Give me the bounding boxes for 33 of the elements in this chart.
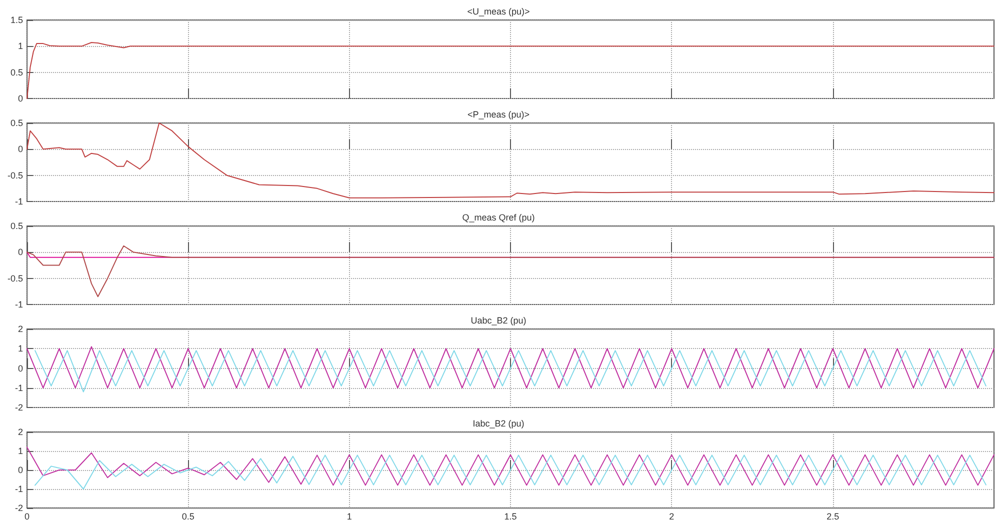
y-tick-label: 0 [18, 94, 23, 104]
y-tick-label: -1 [14, 300, 23, 310]
y-tick-label: 0 [18, 465, 23, 475]
x-tick-label: 2.5 [826, 512, 840, 522]
chart-title: Iabc_B2 (pu) [472, 418, 524, 428]
y-tick-label: 0.5 [10, 221, 23, 231]
chart-title: <P_meas (pu)> [467, 110, 530, 120]
y-tick-label: -1 [14, 196, 23, 206]
chart-title: Uabc_B2 (pu) [470, 316, 526, 326]
y-tick-label: -1 [14, 382, 23, 393]
x-tick-label: 0 [24, 512, 30, 522]
y-tick-label: 1 [18, 446, 23, 456]
y-tick-label: 2 [18, 427, 23, 437]
y-tick-label: 0.5 [10, 118, 23, 128]
y-tick-label: 0 [18, 247, 23, 258]
x-tick-label: 2 [669, 512, 674, 522]
y-tick-label: 0 [18, 363, 23, 374]
y-tick-label: -0.5 [7, 170, 23, 180]
x-tick-label: 1.5 [504, 512, 517, 522]
y-tick-label: -0.5 [7, 273, 23, 284]
y-tick-label: -2 [14, 402, 23, 412]
y-tick-label: 1 [18, 41, 23, 52]
y-tick-label: 1 [18, 344, 23, 354]
y-tick-label: -2 [14, 503, 23, 513]
y-tick-label: 2 [18, 324, 23, 334]
chart-title: Q_meas Qref (pu) [462, 212, 535, 222]
x-tick-label: 1 [346, 512, 352, 522]
y-tick-label: -1 [14, 484, 23, 494]
chart-title: <U_meas (pu)> [467, 6, 530, 16]
y-tick-label: 0.5 [10, 67, 23, 78]
y-tick-label: 0 [18, 144, 23, 154]
x-tick-label: 0.5 [182, 512, 194, 522]
y-tick-label: 1.5 [10, 15, 23, 25]
